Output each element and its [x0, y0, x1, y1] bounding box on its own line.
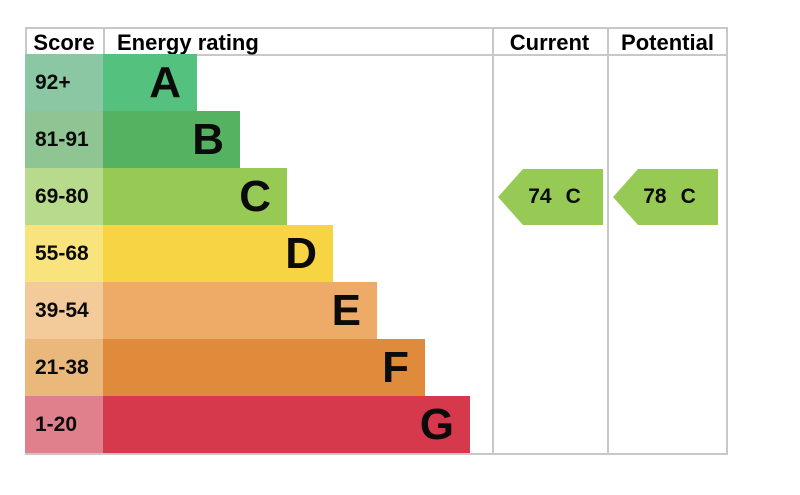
potential-rating-arrow: 78 C — [613, 169, 718, 225]
band-score-range: 1-20 — [25, 396, 103, 453]
band-row-a: 92+ A — [25, 54, 492, 111]
current-rating-arrow: 74 C — [498, 169, 603, 225]
band-bar-d: D — [103, 225, 333, 282]
score-column-header: Score — [33, 30, 95, 55]
band-score-range: 92+ — [25, 54, 103, 111]
score-column-divider — [103, 27, 105, 56]
current-column-header: Current — [509, 30, 590, 55]
band-bar-b: B — [103, 111, 240, 168]
band-bar-c: C — [103, 168, 287, 225]
band-letter: G — [419, 400, 454, 449]
band-bar-g: G — [103, 396, 470, 453]
band-bar-e: E — [103, 282, 377, 339]
band-bar-f: F — [103, 339, 425, 396]
current-column-left-border — [492, 27, 494, 455]
band-score-range: 69-80 — [25, 168, 103, 225]
band-bar-a: A — [103, 54, 197, 111]
potential-rating-value: 78 — [643, 185, 667, 208]
potential-column-right-border — [726, 27, 728, 455]
band-row-f: 21-38 F — [25, 339, 492, 396]
band-letter: C — [239, 172, 271, 221]
bottom-border-line — [25, 453, 728, 455]
band-score-range: 21-38 — [25, 339, 103, 396]
potential-rating-letter: C — [680, 185, 696, 208]
band-score-range: 55-68 — [25, 225, 103, 282]
band-letter: D — [285, 229, 317, 278]
band-row-c: 69-80 C — [25, 168, 492, 225]
potential-column-header: Potential — [621, 30, 714, 55]
band-row-e: 39-54 E — [25, 282, 492, 339]
energy-rating-column-header: Energy rating — [117, 30, 259, 55]
current-rating-value: 74 — [528, 185, 552, 208]
band-row-d: 55-68 D — [25, 225, 492, 282]
band-row-b: 81-91 B — [25, 111, 492, 168]
top-border-line — [25, 27, 728, 29]
header-underline — [25, 54, 728, 56]
band-letter: E — [331, 286, 361, 335]
band-row-g: 1-20 G — [25, 396, 492, 453]
band-score-range: 39-54 — [25, 282, 103, 339]
band-score-range: 81-91 — [25, 111, 103, 168]
band-letter: F — [382, 343, 409, 392]
current-column-right-border — [607, 27, 609, 455]
band-letter: B — [192, 115, 224, 164]
current-rating-letter: C — [565, 185, 581, 208]
band-letter: A — [149, 58, 181, 107]
header-left-border — [25, 27, 27, 56]
chart-area: Score Energy rating Current Potential 92… — [25, 27, 728, 455]
